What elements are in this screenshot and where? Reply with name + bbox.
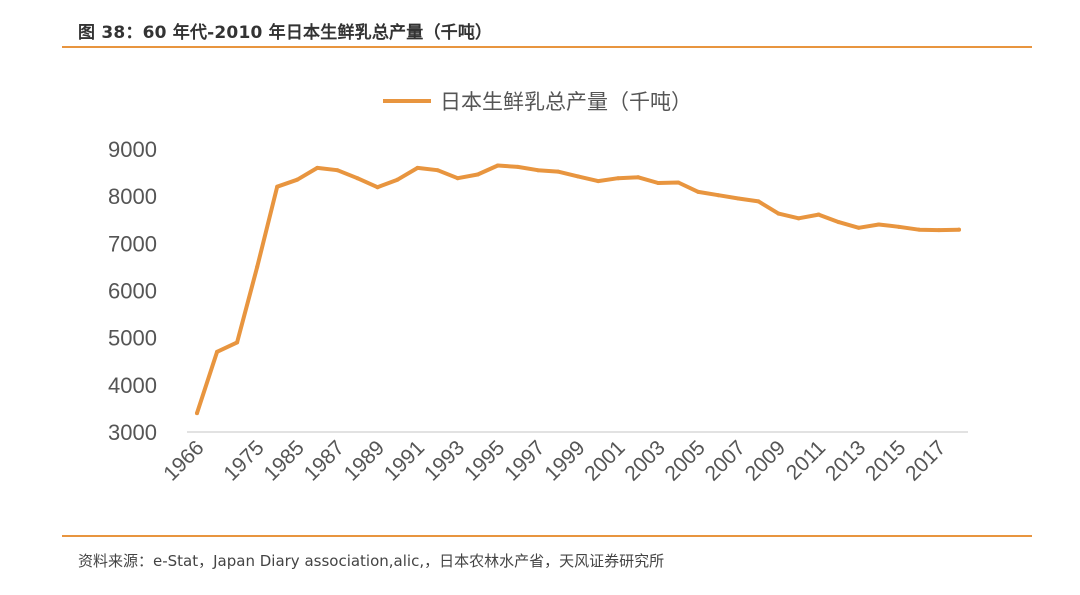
data-point [355,176,360,181]
data-point [896,224,901,229]
x-tick-label: 1993 [420,436,469,485]
data-point [916,227,921,232]
x-tick-label: 2013 [821,436,870,485]
data-point [716,193,721,198]
data-point [576,174,580,179]
data-point [275,184,280,189]
y-axis-ticks: 3000 4000 5000 6000 7000 8000 9000 [108,137,157,445]
data-point [756,199,761,204]
x-tick-label: 2015 [861,436,910,485]
data-point [435,168,440,173]
data-point [395,177,400,182]
series-line-milk-production [195,163,961,416]
x-tick-label: 2009 [741,436,790,485]
data-point [415,165,420,170]
bottom-rule [62,535,1032,537]
x-tick-label: 1985 [260,436,309,485]
data-point [636,175,641,180]
x-tick-label: 1975 [219,436,268,485]
x-tick-label: 2001 [580,436,629,485]
data-point [796,216,801,221]
data-point [776,211,781,216]
data-point [515,164,520,169]
data-point [535,168,540,173]
data-point [495,163,500,168]
x-tick-label: 2007 [701,436,750,485]
data-point [555,169,560,174]
source-note: 资料来源：e-Stat，Japan Diary association,alic… [78,552,665,570]
y-tick-label: 6000 [108,279,157,304]
data-point [876,222,881,227]
y-tick-label: 4000 [108,373,157,398]
data-point [856,225,861,230]
x-tick-label: 1999 [540,436,589,485]
data-point [455,176,460,181]
data-point [957,227,961,232]
data-point [295,177,300,182]
x-tick-label: 1989 [340,436,389,485]
x-tick-label: 2003 [620,436,669,485]
data-point [255,264,260,269]
data-point [335,168,340,173]
x-tick-label: 1995 [460,436,509,485]
y-tick-label: 3000 [108,420,157,445]
x-tick-label: 1966 [159,436,208,485]
series-layer [195,163,961,416]
data-point [656,180,661,185]
data-point [215,349,220,354]
data-point [836,220,841,225]
figure-title: 图 38：60 年代-2010 年日本生鲜乳总产量（千吨） [78,23,493,43]
x-axis-ticks: 1966 197519851987198919911993199519971999… [159,436,950,485]
legend: 日本生鲜乳总产量（千吨） [383,90,692,114]
data-point [936,228,941,233]
data-point [676,180,681,185]
data-point [375,185,380,190]
data-point [235,340,240,345]
data-point [696,189,701,194]
x-tick-label: 1997 [500,436,549,485]
y-tick-label: 9000 [108,137,157,162]
data-point [475,172,480,177]
x-tick-label: 2017 [901,436,950,485]
top-rule [62,46,1032,48]
y-tick-label: 8000 [108,184,157,209]
y-tick-label: 5000 [108,326,157,351]
data-point [315,165,320,170]
data-point [616,176,621,181]
y-tick-label: 7000 [108,231,157,256]
legend-label: 日本生鲜乳总产量（千吨） [440,90,692,114]
x-tick-label: 2005 [661,436,710,485]
x-tick-label: 1991 [380,436,429,485]
data-point [736,196,741,201]
data-point [596,179,601,184]
x-tick-label: 2011 [782,436,830,484]
data-point [195,411,199,416]
data-point [816,212,821,217]
x-tick-label: 1987 [300,436,349,485]
